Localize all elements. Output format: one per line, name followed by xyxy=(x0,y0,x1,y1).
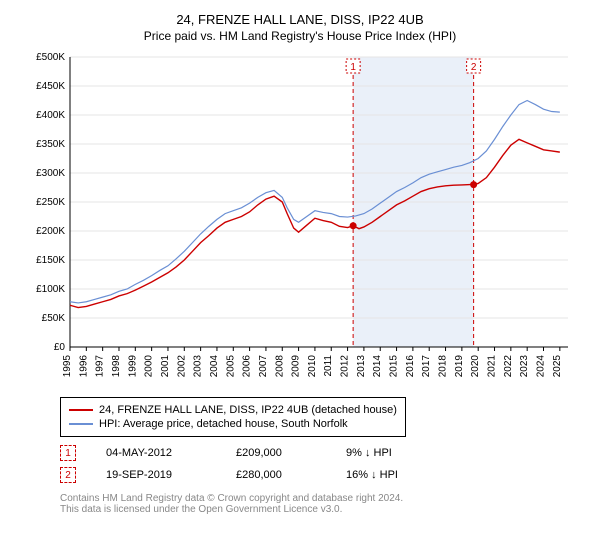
event-price: £280,000 xyxy=(236,469,316,481)
svg-text:1996: 1996 xyxy=(78,355,89,378)
svg-text:2005: 2005 xyxy=(225,355,236,378)
svg-text:2009: 2009 xyxy=(291,355,302,378)
svg-text:2008: 2008 xyxy=(274,355,285,378)
legend: 24, FRENZE HALL LANE, DISS, IP22 4UB (de… xyxy=(60,397,406,437)
chart-area: £0 £50K £100K £150K £200K £250K £300K £350K £400… xyxy=(20,51,580,391)
svg-text:£400K: £400K xyxy=(36,110,65,121)
footer-line-2: This data is licensed under the Open Gov… xyxy=(60,504,570,515)
svg-text:1: 1 xyxy=(350,62,356,73)
footer-line-1: Contains HM Land Registry data © Crown c… xyxy=(60,493,570,504)
footer-attribution: Contains HM Land Registry data © Crown c… xyxy=(60,493,570,515)
svg-text:2022: 2022 xyxy=(503,355,514,378)
legend-label: HPI: Average price, detached house, Sout… xyxy=(99,418,348,430)
svg-text:2003: 2003 xyxy=(193,355,204,378)
line-chart: £0 £50K £100K £150K £200K £250K £300K £350K £400… xyxy=(20,51,580,391)
svg-text:2019: 2019 xyxy=(454,355,465,378)
svg-text:£0: £0 xyxy=(54,342,66,353)
svg-text:2023: 2023 xyxy=(519,355,530,378)
svg-text:1999: 1999 xyxy=(127,355,138,378)
svg-text:2012: 2012 xyxy=(340,355,351,378)
legend-row: HPI: Average price, detached house, Sout… xyxy=(69,418,397,430)
svg-text:£300K: £300K xyxy=(36,168,65,179)
svg-text:2002: 2002 xyxy=(176,355,187,378)
svg-text:£450K: £450K xyxy=(36,81,65,92)
svg-text:2004: 2004 xyxy=(209,355,220,378)
legend-swatch xyxy=(69,423,93,425)
svg-text:2007: 2007 xyxy=(258,355,269,378)
event-price: £209,000 xyxy=(236,447,316,459)
event-table: 1 04-MAY-2012 £209,000 9% ↓ HPI 2 19-SEP-2019… xyxy=(60,445,570,483)
svg-text:1998: 1998 xyxy=(111,355,122,378)
svg-text:2018: 2018 xyxy=(438,355,449,378)
event-delta: 9% ↓ HPI xyxy=(346,447,392,459)
svg-text:1997: 1997 xyxy=(95,355,106,378)
svg-text:2020: 2020 xyxy=(470,355,481,378)
svg-text:2025: 2025 xyxy=(552,355,563,378)
svg-text:2013: 2013 xyxy=(356,355,367,378)
svg-text:2015: 2015 xyxy=(389,355,400,378)
svg-text:£100K: £100K xyxy=(36,284,65,295)
svg-text:£200K: £200K xyxy=(36,226,65,237)
svg-text:2006: 2006 xyxy=(242,355,253,378)
legend-row: 24, FRENZE HALL LANE, DISS, IP22 4UB (de… xyxy=(69,404,397,416)
legend-swatch xyxy=(69,409,93,411)
event-date: 19-SEP-2019 xyxy=(106,469,206,481)
event-marker: 2 xyxy=(60,467,76,483)
svg-text:2011: 2011 xyxy=(323,355,334,377)
svg-text:2016: 2016 xyxy=(405,355,416,378)
svg-text:2000: 2000 xyxy=(144,355,155,378)
chart-title: 24, FRENZE HALL LANE, DISS, IP22 4UB xyxy=(10,12,590,27)
svg-text:£500K: £500K xyxy=(36,52,65,63)
event-marker: 1 xyxy=(60,445,76,461)
event-row: 1 04-MAY-2012 £209,000 9% ↓ HPI xyxy=(60,445,570,461)
event-row: 2 19-SEP-2019 £280,000 16% ↓ HPI xyxy=(60,467,570,483)
event-delta: 16% ↓ HPI xyxy=(346,469,398,481)
legend-label: 24, FRENZE HALL LANE, DISS, IP22 4UB (de… xyxy=(99,404,397,416)
svg-text:2010: 2010 xyxy=(307,355,318,378)
svg-text:2001: 2001 xyxy=(160,355,171,378)
svg-text:£50K: £50K xyxy=(42,313,66,324)
svg-text:£350K: £350K xyxy=(36,139,65,150)
svg-text:1995: 1995 xyxy=(62,355,73,378)
svg-text:2: 2 xyxy=(471,62,477,73)
svg-text:2024: 2024 xyxy=(536,355,547,378)
svg-text:2017: 2017 xyxy=(421,355,432,378)
svg-text:£150K: £150K xyxy=(36,255,65,266)
svg-text:2021: 2021 xyxy=(487,355,498,378)
svg-text:2014: 2014 xyxy=(372,355,383,378)
chart-subtitle: Price paid vs. HM Land Registry's House … xyxy=(10,29,590,43)
svg-text:£250K: £250K xyxy=(36,197,65,208)
event-date: 04-MAY-2012 xyxy=(106,447,206,459)
